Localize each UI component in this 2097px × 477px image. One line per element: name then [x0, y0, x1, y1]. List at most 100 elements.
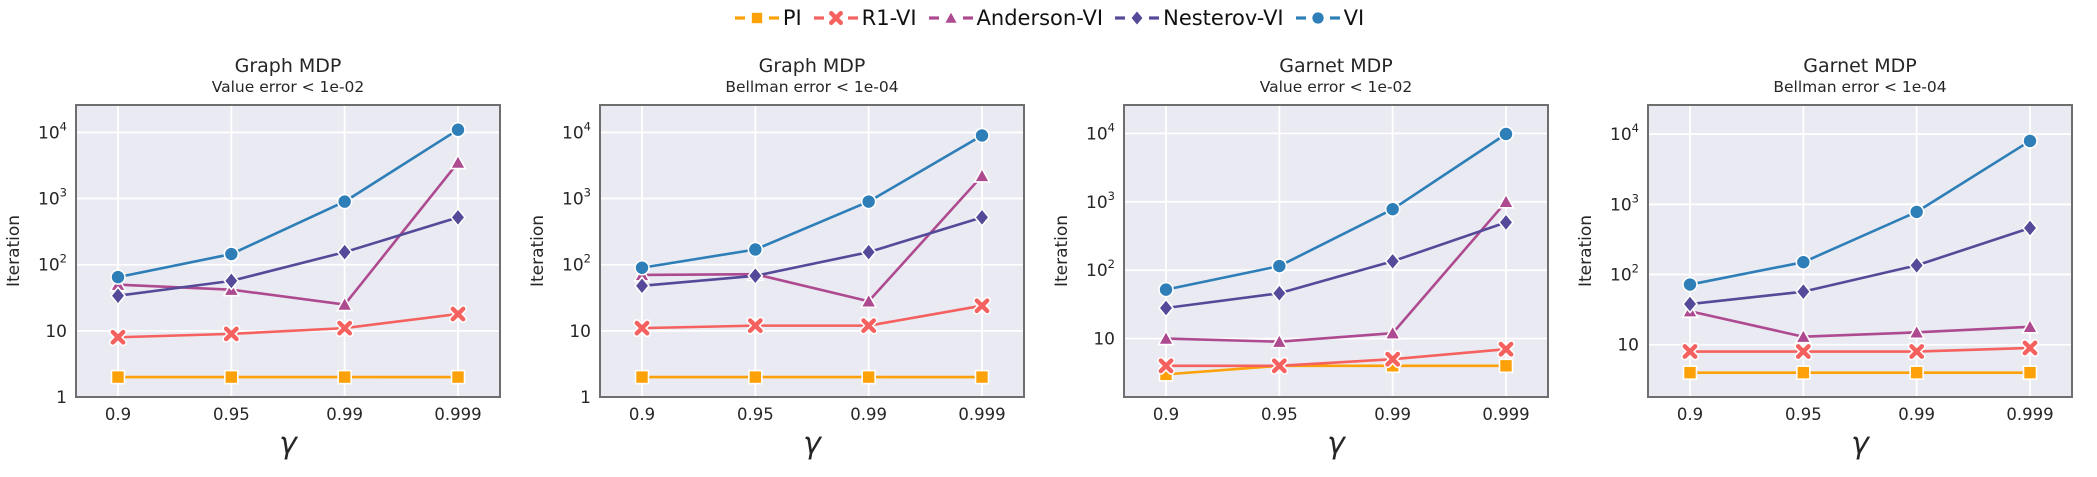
legend-item-R1-VI: R1-VI [812, 6, 917, 30]
svg-text:0.95: 0.95 [213, 405, 250, 424]
svg-text:0.999: 0.999 [434, 405, 481, 424]
legend-label: R1-VI [861, 6, 917, 30]
x-tick-labels: 0.9 0.95 0.99 0.999 [105, 405, 482, 424]
series-R1-VI [1157, 340, 1515, 375]
y-tick-labels: 1 10 102 103 104 [562, 119, 591, 408]
x-axis-label: γ [279, 426, 297, 461]
legend-item-Anderson-VI: Anderson-VI [927, 6, 1103, 30]
svg-text:1: 1 [56, 388, 67, 408]
legend-marker-triangle-icon [928, 9, 973, 25]
series-VI [110, 121, 466, 285]
panel-garnet-mdp-bellman-error: Garnet MDP Bellman error < 1e-04 Iterati… [1572, 54, 2096, 461]
svg-text:104: 104 [1610, 121, 1639, 145]
chart-title: Garnet MDP [1803, 55, 1917, 77]
series-R1-VI [1681, 338, 2039, 361]
legend-marker-diamond-icon [1115, 8, 1160, 28]
plot-area-wrapper: Iteration 10 102 103 104 0.9 0.95 0.99 0.999 [1572, 97, 2092, 431]
y-axis-label: Iteration [528, 214, 548, 288]
svg-text:1: 1 [580, 388, 591, 408]
series-Nesterov-VI [109, 207, 467, 306]
svg-text:0.95: 0.95 [737, 405, 774, 424]
series-PI [634, 369, 990, 385]
series-PI [1682, 365, 2038, 380]
chart-plot-2: 1 10 102 103 104 0.9 0.95 0.99 0.999 [562, 104, 1025, 424]
series-VI [1158, 126, 1514, 298]
svg-text:102: 102 [1086, 257, 1115, 281]
x-axis-label: γ [1851, 426, 1869, 461]
x-tick-labels: 0.9 0.95 0.99 0.999 [1153, 405, 1530, 424]
svg-text:0.999: 0.999 [1482, 405, 1529, 424]
x-tick-labels: 0.9 0.95 0.99 0.999 [1677, 405, 2054, 424]
chart-plot-3: 10 102 103 104 0.9 0.95 0.99 0.999 [1086, 104, 1549, 424]
series-PI [110, 369, 466, 385]
svg-text:102: 102 [1610, 262, 1639, 286]
gridlines [1648, 105, 2072, 397]
svg-text:103: 103 [562, 186, 591, 210]
x-tick-labels: 0.9 0.95 0.99 0.999 [629, 405, 1006, 424]
chart-title: Graph MDP [758, 55, 866, 77]
y-axis-label: Iteration [1052, 214, 1072, 288]
x-axis-label: γ [1327, 426, 1345, 461]
series-VI [634, 127, 990, 276]
svg-text:0.9: 0.9 [1153, 405, 1179, 424]
y-axis-label: Iteration [4, 214, 24, 288]
svg-text:10: 10 [45, 322, 67, 342]
legend-item-PI: PI [733, 6, 802, 30]
legend-label: PI [782, 6, 802, 30]
svg-text:0.99: 0.99 [850, 405, 887, 424]
series-Nesterov-VI [633, 207, 991, 296]
series-R1-VI [109, 304, 467, 347]
panel-graph-mdp-bellman-error: Graph MDP Bellman error < 1e-04 Iteratio… [524, 54, 1048, 461]
chart-title: Graph MDP [234, 55, 342, 77]
chart-subtitle: Value error < 1e-02 [211, 78, 365, 96]
svg-text:0.999: 0.999 [2006, 405, 2053, 424]
svg-text:0.99: 0.99 [326, 405, 363, 424]
series-Anderson-VI [1681, 302, 2039, 344]
series-Nesterov-VI [1157, 212, 1515, 318]
svg-text:102: 102 [38, 252, 67, 276]
svg-text:104: 104 [562, 119, 591, 143]
svg-text:0.999: 0.999 [958, 405, 1005, 424]
svg-text:103: 103 [1086, 189, 1115, 213]
plot-area-wrapper: Iteration 1 10 102 103 104 0.9 0.95 0.99 0.999 [0, 97, 520, 431]
legend-label: Nesterov-VI [1163, 6, 1284, 30]
chart-subtitle: Bellman error < 1e-04 [1773, 78, 1947, 96]
svg-text:0.99: 0.99 [1374, 405, 1411, 424]
svg-text:10: 10 [569, 322, 591, 342]
y-axis-label: Iteration [1576, 214, 1596, 288]
svg-text:0.9: 0.9 [105, 405, 131, 424]
chart-panels: Graph MDP Value error < 1e-02 Iteration … [0, 54, 2097, 461]
svg-text:10: 10 [1093, 330, 1115, 350]
legend-label: VI [1343, 6, 1365, 30]
legend-item-Nesterov-VI: Nesterov-VI [1113, 6, 1284, 30]
legend: PI R1-VI Anderson-VI Nesterov-VI VI [0, 6, 2097, 30]
series-Anderson-VI [1157, 192, 1515, 349]
chart-subtitle: Value error < 1e-02 [1259, 78, 1413, 96]
series-VI [1682, 133, 2038, 293]
svg-text:0.9: 0.9 [1677, 405, 1703, 424]
chart-plot-1: 1 10 102 103 104 0.9 0.95 0.99 0.999 [38, 104, 501, 424]
panel-graph-mdp-value-error: Graph MDP Value error < 1e-02 Iteration … [0, 54, 524, 461]
chart-title: Garnet MDP [1279, 55, 1393, 77]
y-tick-labels: 1 10 102 103 104 [38, 119, 67, 408]
legend-marker-circle-icon [1295, 10, 1340, 26]
svg-text:104: 104 [38, 119, 67, 143]
legend-item-VI: VI [1294, 6, 1365, 30]
svg-text:0.9: 0.9 [629, 405, 655, 424]
svg-text:0.99: 0.99 [1898, 405, 1935, 424]
svg-text:103: 103 [1610, 191, 1639, 215]
x-axis-label: γ [803, 426, 821, 461]
chart-subtitle: Bellman error < 1e-04 [725, 78, 899, 96]
svg-text:103: 103 [38, 186, 67, 210]
legend-marker-square-icon [734, 11, 779, 25]
y-tick-labels: 10 102 103 104 [1610, 121, 1639, 356]
svg-text:104: 104 [1086, 120, 1115, 144]
svg-text:10: 10 [1617, 336, 1639, 356]
svg-text:0.95: 0.95 [1261, 405, 1298, 424]
y-tick-labels: 10 102 103 104 [1086, 120, 1115, 349]
chart-plot-4: 10 102 103 104 0.9 0.95 0.99 0.999 [1610, 104, 2073, 424]
panel-garnet-mdp-value-error: Garnet MDP Value error < 1e-02 Iteration… [1048, 54, 1572, 461]
legend-marker-x-icon [813, 9, 858, 27]
plot-area-wrapper: Iteration 10 102 103 104 0.9 0.95 0.99 0.999 [1048, 97, 1568, 431]
series-R1-VI [633, 296, 991, 338]
